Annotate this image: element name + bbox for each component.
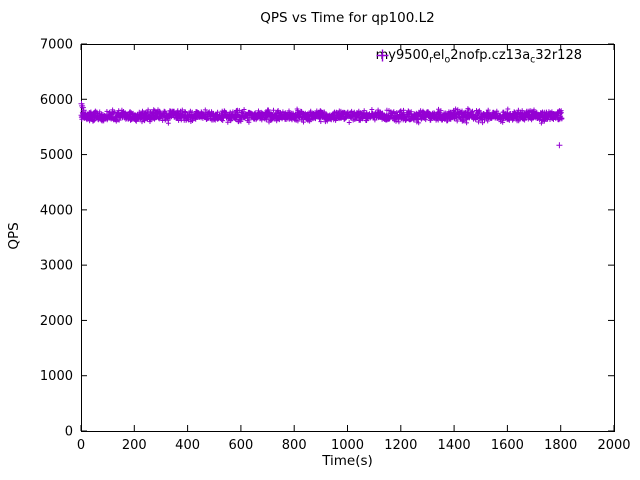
svg-text:1000: 1000 bbox=[40, 369, 73, 384]
legend-label-subscript: o bbox=[444, 54, 451, 66]
svg-text:1000: 1000 bbox=[331, 438, 364, 453]
svg-text:1600: 1600 bbox=[491, 438, 524, 453]
legend-label-subscript: r bbox=[429, 54, 433, 66]
svg-text:0: 0 bbox=[77, 438, 85, 453]
legend-label-subscript: c bbox=[530, 54, 536, 66]
svg-text:1400: 1400 bbox=[438, 438, 471, 453]
x-ticks: 0 200 400 600 800 1000 1200 1400 1600 1800 2000 bbox=[77, 44, 631, 453]
plot-frame bbox=[81, 44, 615, 432]
svg-text:3000: 3000 bbox=[40, 259, 73, 274]
svg-text:200: 200 bbox=[122, 438, 147, 453]
svg-text:5000: 5000 bbox=[40, 148, 73, 163]
svg-text:800: 800 bbox=[282, 438, 307, 453]
svg-text:2000: 2000 bbox=[597, 438, 630, 453]
scatter-points bbox=[78, 100, 565, 149]
x-axis-label: Time(s) bbox=[322, 453, 373, 469]
legend-label: my9500relo2nofp.cz13ac32r128 bbox=[376, 49, 582, 65]
svg-text:7000: 7000 bbox=[40, 38, 73, 53]
svg-text:400: 400 bbox=[175, 438, 200, 453]
svg-text:1200: 1200 bbox=[384, 438, 417, 453]
legend-label-segment: 2nofp.cz13a bbox=[450, 48, 531, 63]
chart-title: QPS vs Time for qp100.L2 bbox=[260, 10, 435, 26]
svg-text:0: 0 bbox=[65, 425, 73, 440]
y-ticks: 0 1000 2000 3000 4000 5000 6000 7000 bbox=[40, 38, 614, 440]
legend-plus-marker-icon bbox=[376, 49, 389, 62]
legend-label-segment: my9500 bbox=[375, 48, 430, 63]
legend-label-segment: 32r128 bbox=[535, 48, 582, 63]
svg-text:6000: 6000 bbox=[40, 93, 73, 108]
legend-label-segment: el bbox=[432, 48, 445, 63]
svg-text:2000: 2000 bbox=[40, 314, 73, 329]
legend: my9500relo2nofp.cz13ac32r128 bbox=[376, 49, 582, 65]
svg-text:600: 600 bbox=[228, 438, 253, 453]
svg-text:4000: 4000 bbox=[40, 203, 73, 218]
svg-text:1800: 1800 bbox=[544, 438, 577, 453]
